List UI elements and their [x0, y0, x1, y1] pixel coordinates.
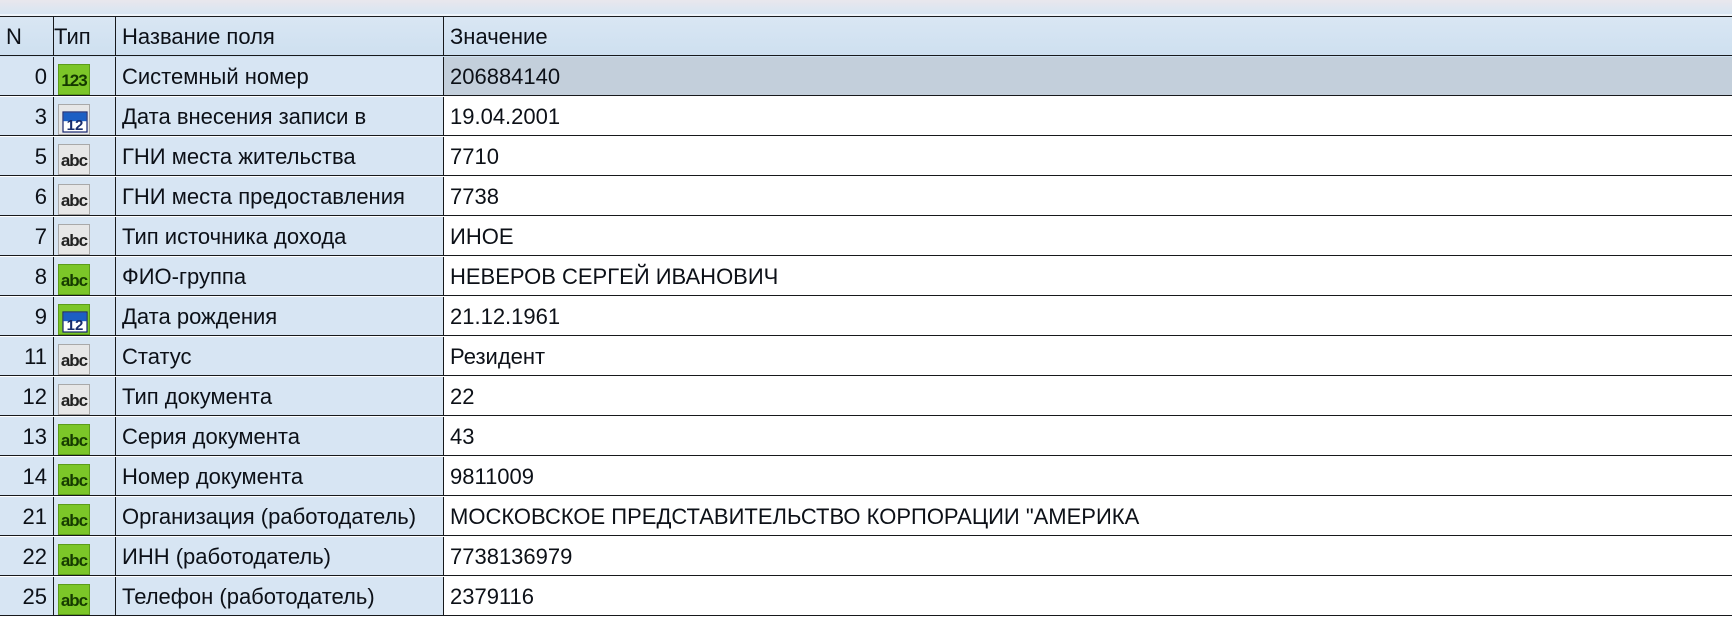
svg-text:12: 12	[67, 317, 84, 334]
svg-text:12: 12	[67, 117, 84, 134]
